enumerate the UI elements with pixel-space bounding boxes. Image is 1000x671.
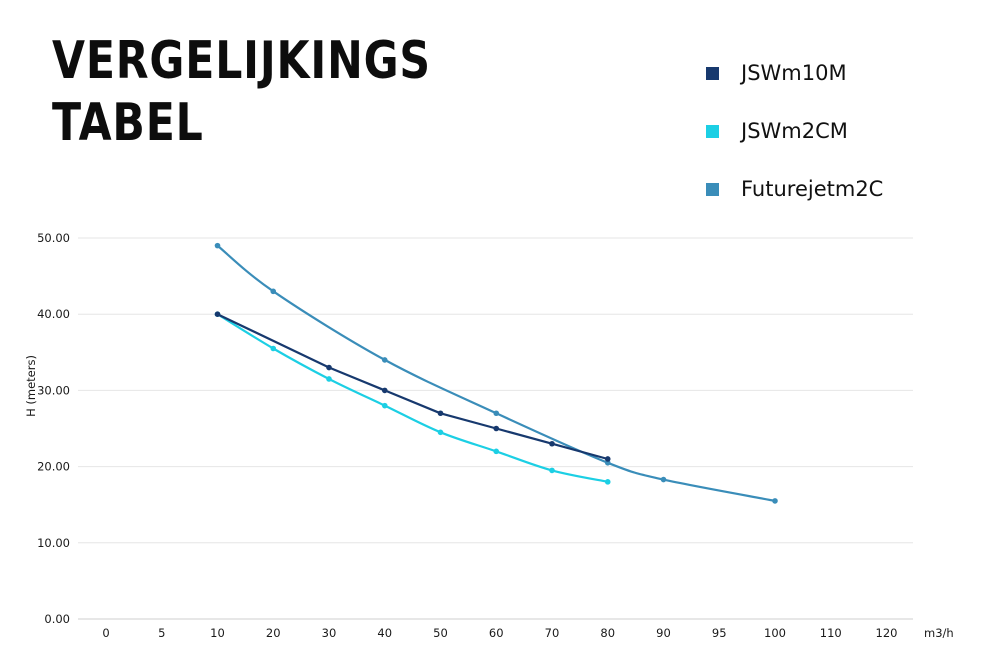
legend-label-jswm2cm: JSWm2CM bbox=[741, 119, 848, 143]
data-point-futurejetm2c-2 bbox=[381, 357, 388, 363]
y-tick-label-5: 50.00 bbox=[37, 231, 70, 245]
x-tick-label-1: 5 bbox=[158, 626, 165, 640]
series-line-futurejetm2c bbox=[216, 244, 777, 502]
data-point-jswm10m-6 bbox=[604, 456, 611, 462]
data-point-jswm2cm-5 bbox=[493, 448, 500, 455]
data-point-jswm10m-2 bbox=[381, 387, 388, 394]
legend-swatch-futurejetm2c bbox=[706, 182, 719, 196]
x-tick-label-6: 50 bbox=[433, 626, 448, 640]
legend: JSWm10M JSWm2CM Futurejetm2C bbox=[706, 44, 883, 218]
x-tick-label-11: 95 bbox=[712, 626, 727, 640]
x-tick-label-0: 0 bbox=[102, 626, 109, 640]
legend-item-jswm10m: JSWm10M bbox=[706, 44, 883, 102]
data-point-jswm2cm-1 bbox=[270, 345, 277, 352]
data-point-jswm2cm-2 bbox=[326, 376, 332, 382]
x-tick-label-12: 100 bbox=[764, 626, 786, 640]
x-tick-label-3: 20 bbox=[266, 626, 281, 640]
legend-item-jswm2cm: JSWm2CM bbox=[706, 102, 883, 160]
y-tick-label-2: 20.00 bbox=[37, 460, 70, 474]
x-tick-label-2: 10 bbox=[210, 626, 225, 640]
data-point-jswm10m-3 bbox=[437, 410, 444, 417]
legend-label-futurejetm2c: Futurejetm2C bbox=[741, 177, 884, 201]
data-point-jswm10m-1 bbox=[326, 364, 332, 371]
legend-label-jswm10m: JSWm10M bbox=[741, 61, 847, 85]
data-point-futurejetm2c-0 bbox=[214, 242, 221, 249]
data-point-futurejetm2c-3 bbox=[493, 410, 500, 417]
data-point-jswm2cm-4 bbox=[437, 429, 444, 436]
data-point-futurejetm2c-5 bbox=[660, 476, 667, 483]
y-tick-label-1: 10.00 bbox=[37, 536, 70, 550]
series-line-jswm2cm bbox=[216, 313, 609, 483]
x-tick-label-5: 40 bbox=[377, 626, 392, 640]
legend-swatch-jswm10m bbox=[706, 66, 719, 80]
title-line-1: VERGELIJKINGS bbox=[52, 31, 431, 91]
data-point-jswm10m-5 bbox=[549, 440, 555, 447]
x-tick-label-9: 80 bbox=[600, 626, 615, 640]
y-axis-label: H (meters) bbox=[24, 355, 38, 417]
x-axis-label: m3/h bbox=[924, 626, 954, 640]
x-tick-label-4: 30 bbox=[322, 626, 337, 640]
data-point-jswm10m-0 bbox=[214, 311, 221, 318]
data-point-futurejetm2c-6 bbox=[772, 498, 778, 504]
data-point-jswm10m-4 bbox=[493, 425, 500, 432]
data-point-jswm2cm-6 bbox=[549, 467, 555, 474]
data-point-jswm2cm-3 bbox=[381, 402, 388, 409]
y-tick-label-0: 0.00 bbox=[44, 612, 70, 626]
data-point-futurejetm2c-1 bbox=[270, 288, 277, 295]
legend-item-futurejetm2c: Futurejetm2C bbox=[706, 160, 883, 218]
y-tick-label-3: 30.00 bbox=[37, 383, 70, 397]
chart-title: VERGELIJKINGS TABEL bbox=[52, 30, 431, 154]
data-point-jswm2cm-7 bbox=[604, 479, 611, 485]
x-tick-label-7: 60 bbox=[489, 626, 504, 640]
y-tick-label-4: 40.00 bbox=[37, 307, 70, 321]
x-tick-label-10: 90 bbox=[656, 626, 671, 640]
x-tick-label-8: 70 bbox=[545, 626, 560, 640]
title-line-2: TABEL bbox=[52, 93, 204, 153]
legend-swatch-jswm2cm bbox=[706, 124, 719, 138]
x-tick-label-14: 120 bbox=[876, 626, 898, 640]
x-tick-label-13: 110 bbox=[820, 626, 842, 640]
